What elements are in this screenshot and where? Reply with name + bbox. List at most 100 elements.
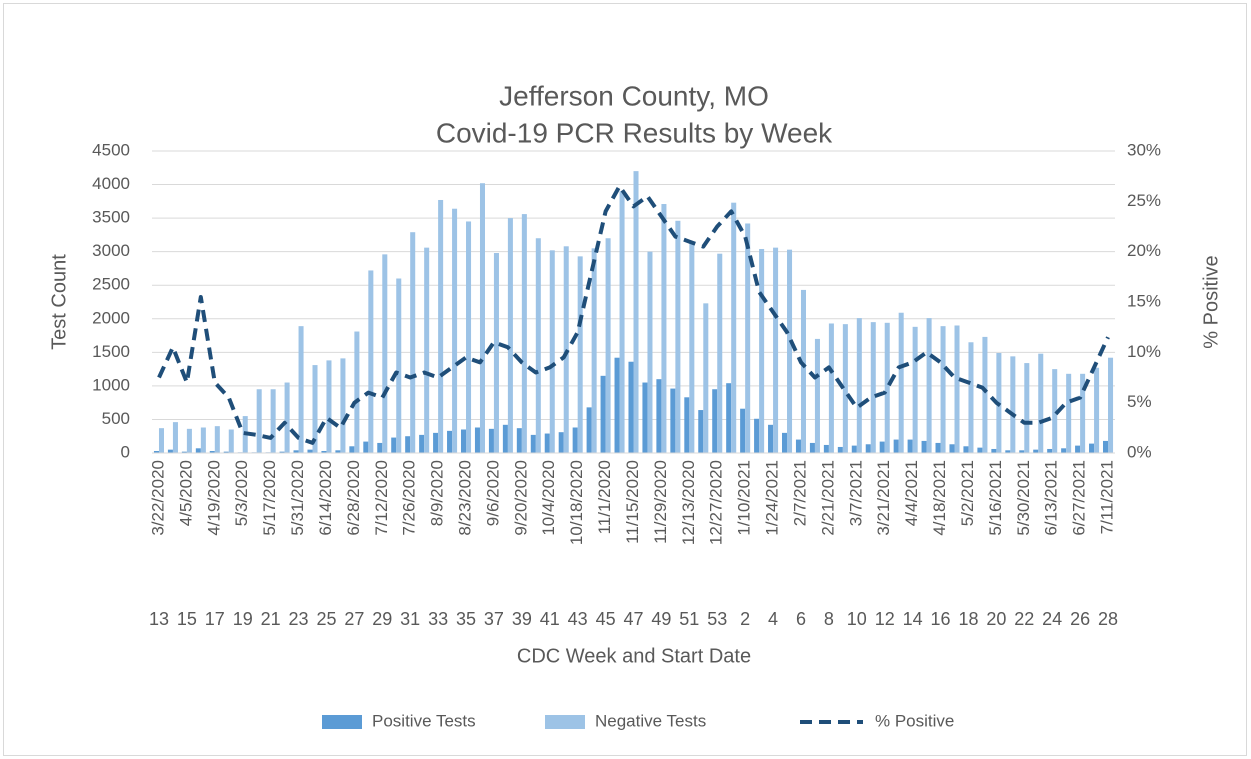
- y2-tick-label: 10%: [1127, 342, 1161, 361]
- bar: [893, 439, 899, 453]
- bar: [926, 318, 932, 453]
- y-axis-title: Test Count: [48, 254, 70, 350]
- x-tick-label: 2/7/2021: [790, 460, 809, 526]
- bar: [726, 383, 732, 453]
- week-label: 10: [847, 609, 867, 629]
- bar: [814, 338, 820, 453]
- x-tick-label: 6/14/2020: [316, 460, 335, 536]
- bar: [884, 322, 890, 453]
- bar: [256, 389, 262, 453]
- bar: [1080, 373, 1086, 453]
- x-tick-label: 3/7/2021: [846, 460, 865, 526]
- x-tick-label: 6/27/2021: [1070, 460, 1089, 536]
- bar: [1024, 363, 1030, 453]
- bar: [1102, 440, 1109, 453]
- bar: [549, 250, 555, 453]
- week-label: 49: [651, 609, 671, 629]
- bar: [837, 446, 843, 453]
- bar: [912, 326, 918, 453]
- x-tick-label: 5/16/2021: [986, 460, 1005, 536]
- bar: [270, 389, 276, 453]
- x-tick-label: 11/29/2020: [651, 460, 670, 544]
- x-tick-label: 5/31/2020: [288, 460, 307, 536]
- bar: [689, 241, 695, 453]
- bar: [781, 432, 788, 453]
- bar: [452, 208, 458, 453]
- week-label: 4: [768, 609, 778, 629]
- bar: [368, 270, 374, 453]
- bar: [1061, 448, 1067, 453]
- bar: [354, 331, 360, 453]
- bar: [493, 253, 499, 453]
- x-tick-label: 5/17/2020: [260, 460, 279, 536]
- bar: [1010, 356, 1016, 453]
- y2-axis-title: % Positive: [1200, 255, 1222, 348]
- week-label: 2: [740, 609, 750, 629]
- x-tick-label: 10/4/2020: [539, 460, 558, 536]
- bar: [214, 426, 220, 453]
- week-label: 43: [568, 609, 588, 629]
- x-tick-label: 10/18/2020: [567, 460, 586, 545]
- bar: [759, 248, 765, 453]
- bar: [787, 249, 793, 453]
- y-tick-label: 4000: [92, 174, 130, 193]
- y-tick-label: 2500: [92, 275, 130, 294]
- week-label: 24: [1042, 609, 1062, 629]
- bar: [647, 251, 653, 453]
- bar: [800, 289, 807, 453]
- bar: [396, 278, 402, 453]
- bar: [745, 223, 751, 453]
- bar: [1094, 367, 1100, 453]
- bar: [921, 440, 927, 453]
- bar: [977, 447, 983, 453]
- week-label: 33: [428, 609, 448, 629]
- bar: [851, 445, 857, 453]
- bar: [195, 448, 201, 453]
- bar: [870, 322, 876, 453]
- bar: [410, 232, 416, 453]
- x-tick-label: 11/1/2020: [595, 460, 614, 534]
- bar: [284, 382, 290, 453]
- bar: [773, 247, 779, 453]
- bar: [516, 428, 522, 453]
- y-tick-label: 1500: [92, 342, 130, 361]
- bar: [600, 375, 606, 453]
- chart-title: Jefferson County, MO: [499, 80, 769, 111]
- x-tick-label: 3/22/2020: [148, 460, 167, 536]
- bar: [703, 303, 709, 453]
- bar: [795, 439, 801, 453]
- week-label: 20: [986, 609, 1006, 629]
- legend-label: Negative Tests: [595, 711, 706, 730]
- bar: [809, 442, 815, 453]
- bar: [377, 442, 383, 453]
- week-label: 23: [289, 609, 309, 629]
- week-label: 14: [903, 609, 923, 629]
- x-tick-label: 9/6/2020: [483, 460, 502, 526]
- bar: [507, 218, 513, 453]
- x-tick-label: 11/15/2020: [623, 460, 642, 544]
- bar: [949, 444, 955, 453]
- bar: [558, 432, 564, 453]
- week-label: 37: [484, 609, 504, 629]
- bar: [209, 450, 215, 453]
- y-tick-label: 0: [121, 442, 130, 461]
- x-axis-title: CDC Week and Start Date: [517, 645, 751, 667]
- week-label: 47: [623, 609, 643, 629]
- bar: [591, 248, 597, 453]
- y-tick-label: 500: [102, 409, 130, 428]
- y-tick-label: 4500: [92, 140, 130, 159]
- bar: [172, 422, 178, 453]
- bar: [991, 448, 997, 453]
- x-tick-label: 1/10/2021: [735, 460, 754, 536]
- bar: [823, 444, 829, 453]
- bar: [879, 441, 885, 453]
- x-tick-label: 5/3/2020: [232, 460, 251, 526]
- week-label: 29: [372, 609, 392, 629]
- bar: [181, 451, 187, 453]
- chart-frame: [3, 3, 1247, 756]
- bar: [675, 220, 681, 453]
- week-label: 15: [177, 609, 197, 629]
- x-tick-label: 12/13/2020: [679, 460, 698, 545]
- bar: [312, 365, 318, 453]
- week-label: 13: [149, 609, 169, 629]
